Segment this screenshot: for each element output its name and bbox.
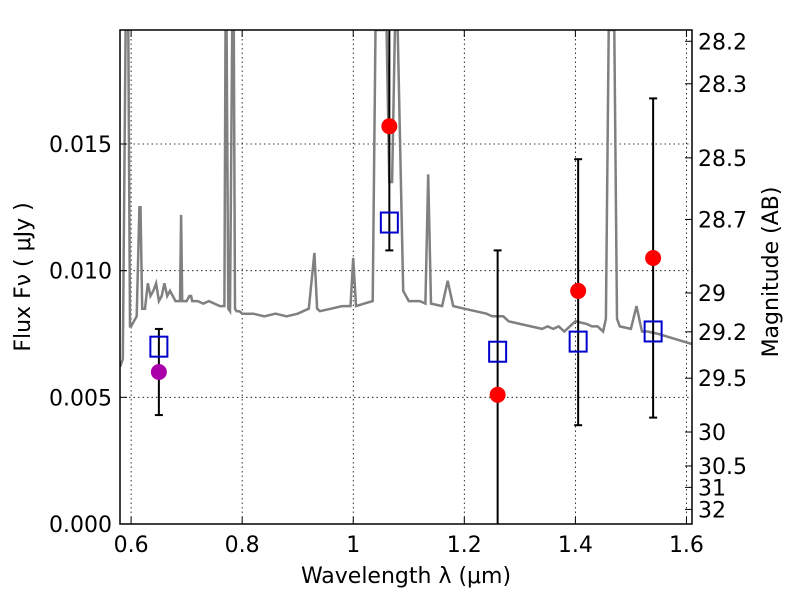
model-photometry-square (149, 335, 169, 358)
y-axis-label-right: Magnitude (AB) (759, 187, 784, 358)
model-spectrum-layer (120, 30, 692, 368)
y-tick-label: 0.010 (49, 260, 112, 285)
right-tick-label: 32 (698, 498, 726, 523)
x-tick-label: 0.6 (114, 533, 149, 558)
observed-point (489, 386, 506, 403)
observed-point (570, 282, 587, 299)
right-tick-label: 28.7 (698, 208, 747, 233)
axis-ticks: 0.6 0.8 1 1.2 1.4 1.6 0.000 0.005 0.010 0.015 28.2… (49, 30, 747, 558)
y-axis-label: Flux Fν ( μJy ) (11, 202, 36, 351)
right-tick-label: 29.2 (698, 321, 747, 346)
right-tick-label: 28.2 (698, 30, 747, 55)
model-photometry-square (568, 330, 588, 353)
model-spectrum-line (120, 30, 692, 368)
y-tick-label: 0.015 (49, 133, 112, 158)
right-tick-label: 28.3 (698, 73, 747, 98)
right-tick-label: 29.5 (698, 367, 747, 392)
plot-frame (119, 29, 693, 525)
right-tick-label: 28.5 (698, 147, 747, 172)
right-tick-label: 30 (698, 421, 726, 446)
y-tick-label: 0.005 (49, 386, 112, 411)
x-tick-label: 1.6 (669, 533, 704, 558)
right-tick-label: 29 (698, 282, 726, 307)
x-tick-label: 1 (346, 533, 360, 558)
x-axis-label: Wavelength λ (μm) (301, 564, 511, 589)
model-photometry-square (379, 211, 399, 234)
observed-point (645, 250, 662, 266)
marker-layer (149, 118, 663, 403)
model-photometry-square (488, 340, 508, 363)
grid-lines (120, 30, 692, 524)
x-tick-label: 1.4 (558, 533, 593, 558)
x-tick-label: 1.2 (447, 533, 482, 558)
right-tick-label: 31 (698, 476, 726, 501)
observed-point (381, 118, 398, 135)
right-tick-label: 30.5 (698, 455, 747, 480)
x-tick-label: 0.8 (225, 533, 260, 558)
model-photometry-square (643, 320, 663, 343)
y-tick-label: 0.000 (49, 513, 112, 538)
observed-point (150, 364, 167, 380)
